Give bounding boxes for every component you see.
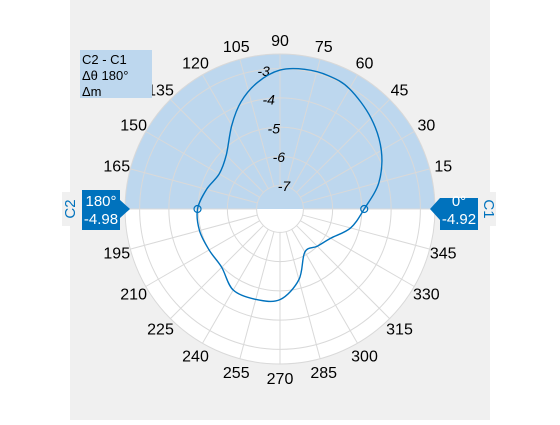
cursor-c2-value: -4.98 — [84, 211, 118, 228]
angle-tick-label: 30 — [417, 118, 435, 135]
grid-spoke — [130, 168, 258, 204]
angle-tick-label: 105 — [223, 39, 250, 56]
angle-tick-label: 195 — [103, 246, 130, 263]
cursor-c2-name-bg — [62, 192, 80, 226]
plot-layer: 0153045607590105120135150165180195210225… — [98, 33, 457, 388]
cursor-c1-name: C1 — [480, 199, 497, 218]
info-box-line1: C2 - C1 — [82, 52, 127, 67]
angle-tick-label: 240 — [182, 348, 209, 365]
angle-tick-label: 165 — [103, 158, 130, 175]
angle-tick-label: 75 — [315, 39, 333, 56]
angle-tick-label: 135 — [147, 82, 174, 99]
info-box-background — [80, 50, 152, 98]
angle-tick-label: 345 — [430, 246, 457, 263]
grid-spoke — [170, 99, 264, 193]
cursor-c2-tag[interactable]: 180° -4.98 C2 — [62, 190, 130, 230]
angle-tick-label: 60 — [356, 56, 374, 73]
cursor-c2-marker-shape[interactable] — [82, 190, 130, 230]
grid-spoke — [239, 59, 275, 187]
magnitude-tick-label: -5 — [268, 120, 281, 136]
data-series-line — [196, 67, 383, 303]
cursor-c1-angle: 0° — [452, 193, 466, 210]
grid-spoke — [291, 74, 358, 189]
angle-tick-label: 270 — [267, 371, 294, 388]
grid-spoke — [285, 231, 321, 359]
info-box-line2: Δθ 180° — [82, 68, 128, 83]
grid-spoke — [296, 99, 390, 193]
angle-tick-label: 225 — [147, 322, 174, 339]
angle-tick-label: 45 — [391, 82, 409, 99]
measurement-info-box: C2 - C1 Δθ 180° Δm — [80, 50, 152, 99]
angle-tick-label: 330 — [413, 287, 440, 304]
cursor-c1-value: -4.92 — [442, 211, 476, 228]
angle-tick-label: 150 — [120, 118, 147, 135]
grid-spoke — [302, 214, 430, 250]
grid-spoke — [300, 220, 415, 287]
grid-spoke — [239, 231, 275, 359]
grid-spoke — [145, 131, 260, 198]
angle-tick-label: 300 — [351, 348, 378, 365]
cursor-c1-name-bg — [478, 192, 496, 226]
grid-spoke — [302, 168, 430, 204]
info-box-line3: Δm — [82, 84, 102, 99]
angle-tick-label: 15 — [434, 158, 452, 175]
angle-tick-label: 210 — [120, 287, 147, 304]
cursor-c1-tag[interactable]: 0° -4.92 C1 — [430, 192, 497, 230]
grid-spoke — [285, 59, 321, 187]
cursor-c2-point[interactable] — [193, 204, 202, 214]
angle-tick-label: 120 — [182, 56, 209, 73]
magnitude-tick-label: -7 — [278, 178, 292, 194]
grid-spoke — [291, 229, 358, 344]
angle-tick-label: 315 — [386, 322, 413, 339]
magnitude-tick-label: -3 — [257, 63, 270, 79]
grid-spoke — [300, 131, 415, 198]
grid-spoke — [202, 229, 269, 344]
cursor-c1-point[interactable] — [360, 204, 369, 214]
magnitude-tick-label: -4 — [262, 92, 275, 108]
grid-spoke — [296, 225, 390, 319]
grid-spoke — [145, 220, 260, 287]
cursor-c1-marker-shape[interactable] — [430, 198, 478, 230]
angle-tick-label: 285 — [310, 365, 337, 382]
grid-spoke — [202, 74, 269, 189]
cursor-c2-angle: 180° — [85, 193, 116, 210]
cursor-c2-name: C2 — [62, 199, 79, 218]
grid-spoke — [130, 214, 258, 250]
grid-spoke — [170, 225, 264, 319]
angle-tick-label: 90 — [271, 33, 289, 50]
magnitude-tick-label: -6 — [273, 149, 286, 165]
angle-tick-label: 255 — [223, 365, 250, 382]
